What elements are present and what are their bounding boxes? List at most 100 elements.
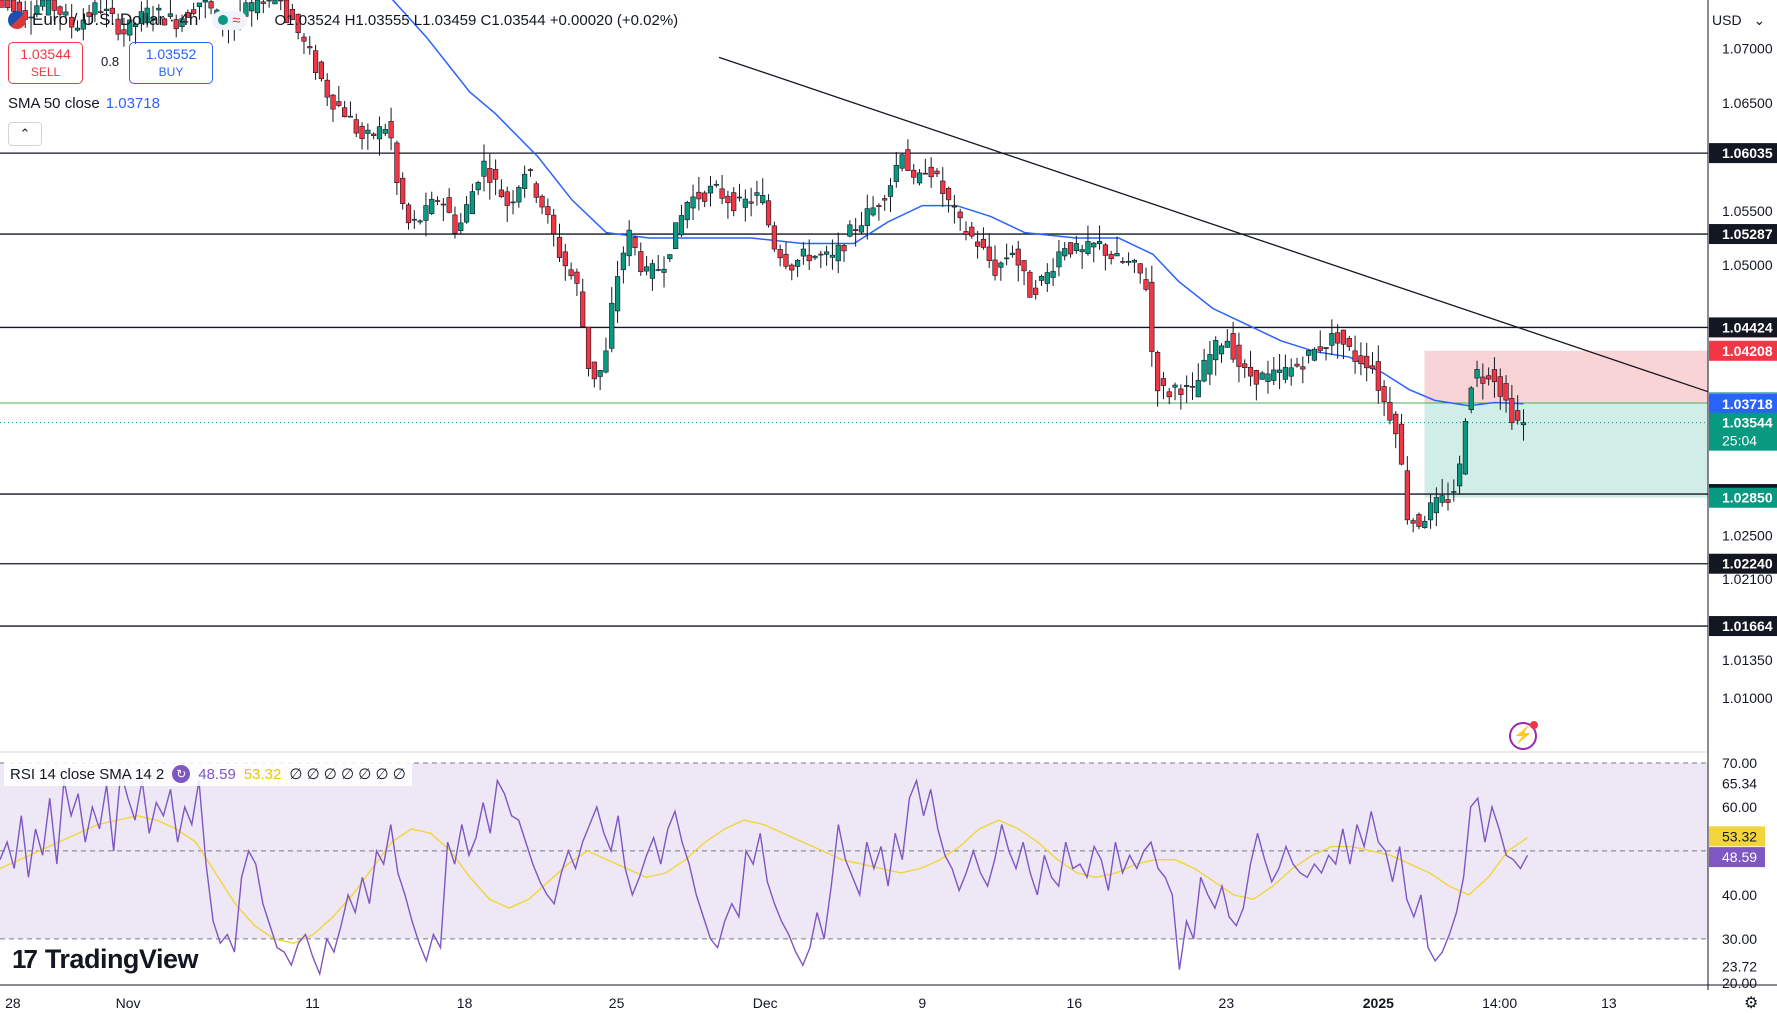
rsi-legend[interactable]: RSI 14 close SMA 14 2 ↻ 48.59 53.32 ∅ ∅ … <box>4 762 412 786</box>
buy-button[interactable]: 1.03552 BUY <box>129 42 213 84</box>
candle-down <box>818 253 824 256</box>
candle-up <box>812 255 818 259</box>
candle-down <box>527 169 534 171</box>
rsi-legend-value: 48.59 <box>198 765 236 783</box>
candle-up <box>673 222 679 250</box>
market-open-dot-icon <box>218 15 229 25</box>
time-tick-label: Dec <box>753 995 778 1011</box>
time-tick-label: 2025 <box>1363 995 1394 1011</box>
collapse-legend-button[interactable]: ⌃ <box>8 122 42 146</box>
symbol-legend[interactable]: Euro / U.S. Dollar · 4h ≈ O1.03524 H1.03… <box>8 10 678 30</box>
candle-down <box>1364 355 1370 369</box>
candle-down <box>853 229 859 231</box>
price-axis[interactable]: 1.07000 1.06500 1.05500 1.05000 1.02500 1.021… <box>1707 0 1777 1014</box>
candle-up <box>1038 276 1045 281</box>
price-tick-label: 1.05500 <box>1722 203 1773 219</box>
market-status-pill[interactable]: ≈ <box>212 10 247 30</box>
candle-up <box>1520 422 1527 426</box>
candle-down <box>1358 355 1364 365</box>
candle-down <box>446 197 452 213</box>
level-price-tag: 1.04424 <box>1722 319 1773 335</box>
candle-up <box>1311 348 1318 361</box>
candle-down <box>1253 370 1259 385</box>
logo-text: TradingView <box>44 944 199 974</box>
candle-down <box>1346 338 1352 347</box>
candle-down <box>394 142 400 183</box>
candle-up <box>1091 242 1097 248</box>
candle-down <box>1410 520 1416 524</box>
gear-icon[interactable]: ⚙ <box>1744 995 1759 1012</box>
candle-down <box>632 236 638 248</box>
level-price-tag: 1.06035 <box>1722 145 1773 161</box>
candle-up <box>34 5 40 15</box>
take-profit-zone[interactable] <box>1424 403 1708 498</box>
downtrend-line[interactable] <box>718 56 1709 393</box>
candle-down <box>1404 470 1410 521</box>
rsi-tick-label: 30.00 <box>1722 931 1757 947</box>
time-tick-label: Nov <box>116 995 141 1011</box>
candle-down <box>0 0 5 8</box>
time-tick-label: 16 <box>1067 995 1083 1011</box>
currency-selector[interactable]: USD ⌄ <box>1712 12 1765 29</box>
candle-up <box>1422 520 1428 529</box>
rsi-sma-line <box>0 815 1528 944</box>
candle-down <box>1515 410 1521 421</box>
last-price-tag: 1.03544 <box>1722 415 1773 431</box>
refresh-icon[interactable]: ↻ <box>172 765 191 783</box>
candle-down <box>1236 344 1242 367</box>
candle-down <box>963 231 969 235</box>
notification-dot-icon <box>1530 721 1538 729</box>
sma-legend[interactable]: SMA 50 close 1.03718 <box>8 95 160 112</box>
candle-up <box>1201 359 1207 382</box>
candle-up <box>1323 347 1329 349</box>
sell-price: 1.03544 <box>20 46 71 62</box>
rsi-line <box>0 771 1529 977</box>
tradingview-logo-icon: 17 <box>12 944 38 974</box>
candle-down <box>208 1 214 9</box>
level-price-tag: 1.01664 <box>1722 618 1773 634</box>
candle-down <box>841 245 847 252</box>
candle-down <box>1381 386 1387 403</box>
candle-up <box>1050 271 1056 278</box>
time-axis[interactable]: 28 Nov 11 18 25 Dec 9 16 23 2025 14:00 13 <box>0 984 1777 1011</box>
candle-down <box>1509 398 1515 424</box>
candle-up <box>266 0 272 2</box>
rsi-tick-label: 23.72 <box>1722 958 1757 974</box>
candle-up <box>1056 251 1062 268</box>
candle-up <box>655 269 661 271</box>
candle-down <box>882 198 888 201</box>
target-price-tag: 1.02850 <box>1722 490 1773 506</box>
candle-up <box>1265 373 1271 382</box>
candle-down <box>980 238 987 248</box>
candle-up <box>829 254 836 258</box>
candle-down <box>539 195 545 208</box>
rsi-tick-label: 20.00 <box>1722 975 1757 991</box>
candle-down <box>324 79 330 98</box>
candle-down <box>905 149 911 171</box>
candle-down <box>696 191 702 200</box>
candle-down <box>562 251 568 267</box>
candle-down <box>975 241 981 247</box>
sell-button[interactable]: 1.03544 SELL <box>8 42 83 84</box>
candle-down <box>585 326 592 369</box>
buy-price: 1.03552 <box>145 46 197 62</box>
time-tick-label: 25 <box>609 995 625 1011</box>
lightning-bolt-icon[interactable]: ⚡ <box>1509 722 1537 750</box>
tradingview-logo[interactable]: 17 TradingView <box>12 944 198 975</box>
candle-down <box>312 50 319 73</box>
candle-down <box>638 251 644 273</box>
price-tick-label: 1.05000 <box>1722 257 1773 273</box>
symbol-title: Euro / U.S. Dollar · 4h <box>32 10 199 29</box>
candle-up <box>1474 369 1480 379</box>
candle-down <box>1067 242 1074 255</box>
stop-price-tag: 1.04208 <box>1722 343 1773 359</box>
candle-down <box>162 18 168 26</box>
candle-down <box>911 169 917 178</box>
candle-down <box>336 101 342 106</box>
candle-up <box>80 19 86 30</box>
rsi-label: RSI 14 close SMA 14 2 <box>10 765 165 783</box>
candle-down <box>121 29 127 35</box>
level-price-tag: 1.02240 <box>1722 556 1773 572</box>
candle-down <box>702 192 708 202</box>
